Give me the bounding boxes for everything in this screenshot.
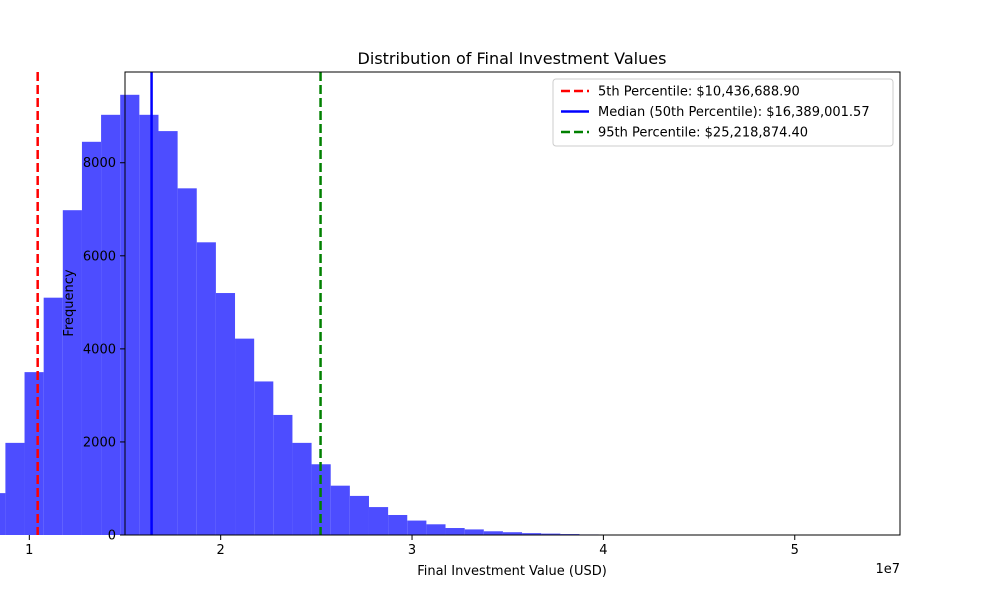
histogram-bar xyxy=(158,131,178,535)
histogram-bar xyxy=(215,293,236,535)
histogram-bar xyxy=(120,94,140,536)
histogram-bar xyxy=(349,495,369,535)
legend-label: 95th Percentile: $25,218,874.40 xyxy=(598,126,808,141)
histogram-bar xyxy=(62,210,82,535)
x-axis-label: Final Investment Value (USD) xyxy=(417,564,607,579)
legend-entry: Median (50th Percentile): $16,389,001.57 xyxy=(561,105,870,120)
y-tick-label: 4000 xyxy=(83,342,116,357)
x-tick-label: 5 xyxy=(791,543,799,558)
legend-box xyxy=(552,78,894,147)
y-tick-label: 8000 xyxy=(83,156,116,171)
histogram-bar xyxy=(522,533,542,535)
histogram-bar xyxy=(483,531,503,535)
histogram-bar xyxy=(254,381,274,535)
bars-layer xyxy=(0,94,886,536)
histogram-bar xyxy=(407,520,427,535)
histogram-bar xyxy=(292,442,312,535)
histogram-bar xyxy=(43,297,63,535)
x-axis-ticks: 1 2 3 4 5 xyxy=(25,535,799,558)
histogram-bar xyxy=(464,529,484,535)
histogram-bar xyxy=(101,114,121,535)
histogram-bar xyxy=(445,528,465,535)
x-tick-label: 4 xyxy=(599,543,607,558)
histogram-bar xyxy=(196,242,216,535)
histogram-bar xyxy=(235,338,255,535)
histogram-bar xyxy=(388,514,408,535)
histogram-bar xyxy=(273,414,293,535)
histogram-bar xyxy=(5,442,25,535)
x-tick-label: 3 xyxy=(408,543,416,558)
reference-lines-layer xyxy=(36,72,322,535)
x-tick-label: 1 xyxy=(25,543,33,558)
y-tick-label: 2000 xyxy=(83,435,116,450)
y-tick-label: 0 xyxy=(108,529,116,544)
legend-entry: 95th Percentile: $25,218,874.40 xyxy=(561,126,808,141)
x-axis-offset-label: 1e7 xyxy=(875,562,900,577)
legend-label: 5th Percentile: $10,436,688.90 xyxy=(598,85,800,100)
histogram-bar xyxy=(139,114,159,535)
histogram-bar xyxy=(502,532,523,535)
histogram-bar xyxy=(24,372,44,535)
legend: 5th Percentile: $10,436,688.90 Median (50… xyxy=(552,78,894,147)
y-axis-ticks: 0 2000 4000 6000 8000 xyxy=(83,156,125,544)
x-tick-label: 2 xyxy=(217,543,225,558)
histogram-bar xyxy=(330,485,350,535)
histogram-bar xyxy=(311,464,331,535)
y-tick-label: 6000 xyxy=(83,249,116,264)
legend-label: Median (50th Percentile): $16,389,001.57 xyxy=(598,105,870,120)
histogram-bar xyxy=(368,507,389,535)
histogram-bar xyxy=(0,493,6,535)
histogram-bar xyxy=(177,188,197,535)
y-axis-label: Frequency xyxy=(62,269,77,336)
chart-title: Distribution of Final Investment Values xyxy=(358,49,667,68)
legend-entry: 5th Percentile: $10,436,688.90 xyxy=(561,85,800,100)
plot-frame xyxy=(124,71,901,536)
histogram-bar xyxy=(541,533,561,535)
histogram-bar xyxy=(81,141,102,535)
histogram-bar xyxy=(426,524,446,535)
